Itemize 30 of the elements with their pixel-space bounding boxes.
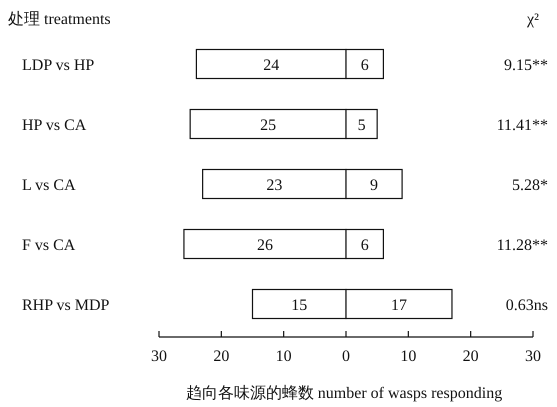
data-label: 5 xyxy=(358,117,366,134)
x-tick-label: 10 xyxy=(400,348,416,365)
x-axis-title: 趋向各味源的蜂数 number of wasps responding xyxy=(186,384,502,402)
y-tick-label: HP vs CA xyxy=(22,117,87,134)
x-tick-label: 10 xyxy=(276,348,292,365)
annotation: 11.28** xyxy=(496,237,548,254)
data-label: 26 xyxy=(256,237,273,254)
x-tick-label: 30 xyxy=(151,348,167,365)
x-tick-label: 0 xyxy=(342,348,350,365)
y2-axis-title: χ² xyxy=(526,11,540,28)
data-label: 15 xyxy=(291,297,308,314)
y-tick-label: L vs CA xyxy=(22,177,76,194)
y-axis-title: 处理 treatments xyxy=(8,10,111,28)
x-tick-label: 30 xyxy=(525,348,541,365)
data-label: 6 xyxy=(360,237,369,254)
data-label: 17 xyxy=(390,297,407,314)
data-label: 6 xyxy=(360,57,369,74)
annotation: 9.15** xyxy=(504,57,548,74)
data-label: 23 xyxy=(266,177,282,194)
data-label: 24 xyxy=(263,57,280,74)
y-tick-label: RHP vs MDP xyxy=(22,297,110,314)
annotation: 5.28* xyxy=(512,177,548,194)
annotation: 11.41** xyxy=(496,117,548,134)
annotation: 0.63ns xyxy=(506,297,548,314)
data-label: 25 xyxy=(260,117,276,134)
data-label: 9 xyxy=(370,177,378,194)
y-tick-label: LDP vs HP xyxy=(22,57,94,74)
x-tick-label: 20 xyxy=(462,348,479,365)
y-tick-label: F vs CA xyxy=(22,237,76,254)
x-tick-label: 20 xyxy=(213,348,230,365)
